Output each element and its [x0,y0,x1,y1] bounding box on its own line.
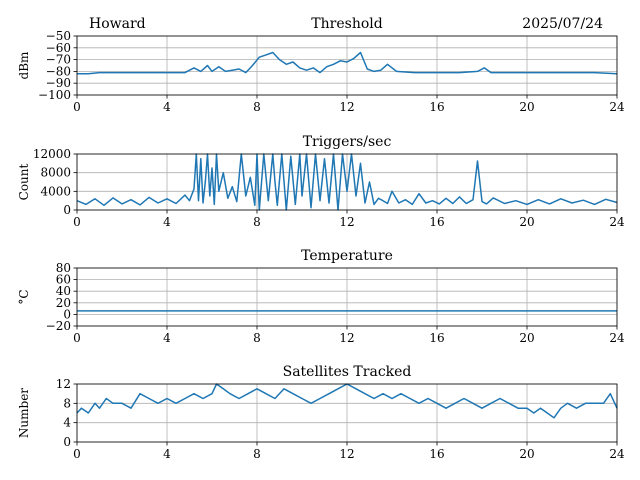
x-tick-label: 20 [519,100,534,114]
x-tick-label: 24 [609,331,625,345]
x-tick-label: 24 [609,447,625,461]
x-tick-label: 8 [253,100,261,114]
x-tick-label: 12 [339,215,354,229]
chart-panel: 0 4 8 12 16 20 24 0 4 8 12 Satellites Tracked Number [17,364,625,461]
y-tick-label: 0 [63,435,71,449]
x-tick-label: 0 [73,100,81,114]
data-series-line [76,153,618,211]
station-name: Howard [89,16,146,32]
y-tick-label: −50 [46,29,71,43]
x-tick-label: 4 [163,447,171,461]
y-tick-label: 80 [56,261,71,275]
y-tick-label: −60 [46,41,71,55]
y-tick-label: 20 [56,296,71,310]
x-tick-label: 0 [73,447,81,461]
x-tick-label: 8 [253,215,261,229]
x-tick-label: 20 [519,447,534,461]
x-tick-label: 20 [519,331,534,345]
y-tick-label: 8 [63,396,71,410]
chart-panels: 0 4 8 12 16 20 24 −100−90−80−70−60−50 Threshold d… [17,16,625,461]
y-axis-label: dBm [17,51,31,80]
y-tick-label: −90 [46,76,71,90]
y-tick-label: −100 [38,88,71,102]
x-tick-label: 16 [429,100,444,114]
x-tick-label: 24 [609,215,625,229]
x-tick-label: 16 [429,447,444,461]
chart-panel: 0 4 8 12 16 20 24 −100−90−80−70−60−50 Threshold d… [17,16,625,114]
x-tick-label: 8 [253,331,261,345]
y-axis-label: Count [17,163,31,200]
chart-title: Satellites Tracked [283,364,412,380]
y-tick-label: −70 [46,53,71,67]
chart-title: Triggers/sec [303,134,392,150]
y-tick-label: 40 [56,284,71,298]
y-tick-label: 4 [63,416,71,430]
y-axis-label: °C [17,289,31,304]
x-tick-label: 12 [339,100,354,114]
x-tick-label: 4 [163,100,171,114]
x-tick-label: 20 [519,215,534,229]
chart-title: Threshold [311,16,382,32]
x-tick-label: 16 [429,215,444,229]
x-tick-label: 4 [163,215,171,229]
y-axis-label: Number [17,388,31,438]
x-tick-label: 12 [339,447,354,461]
x-tick-label: 12 [339,331,354,345]
x-tick-label: 0 [73,215,81,229]
x-tick-label: 8 [253,447,261,461]
y-tick-label: 12 [56,377,71,391]
y-tick-label: 60 [56,273,71,287]
chart-title: Temperature [301,248,393,264]
y-tick-label: 8000 [40,166,71,180]
data-series-line [77,51,618,75]
y-tick-label: −20 [46,319,71,333]
y-tick-label: −80 [46,64,71,78]
y-tick-label: 12000 [33,147,71,161]
data-series-line [76,383,618,419]
chart-panel: 0 4 8 12 16 20 24 0 4000 8000 12000 Triggers/sec Cou… [17,134,625,229]
x-tick-label: 24 [609,100,625,114]
y-tick-label: 0 [63,307,71,321]
x-tick-label: 16 [429,331,444,345]
y-tick-label: 4000 [40,184,71,198]
y-tick-label: 0 [63,203,71,217]
x-tick-label: 4 [163,331,171,345]
x-tick-label: 0 [73,331,81,345]
report-date: 2025/07/24 [522,16,603,32]
